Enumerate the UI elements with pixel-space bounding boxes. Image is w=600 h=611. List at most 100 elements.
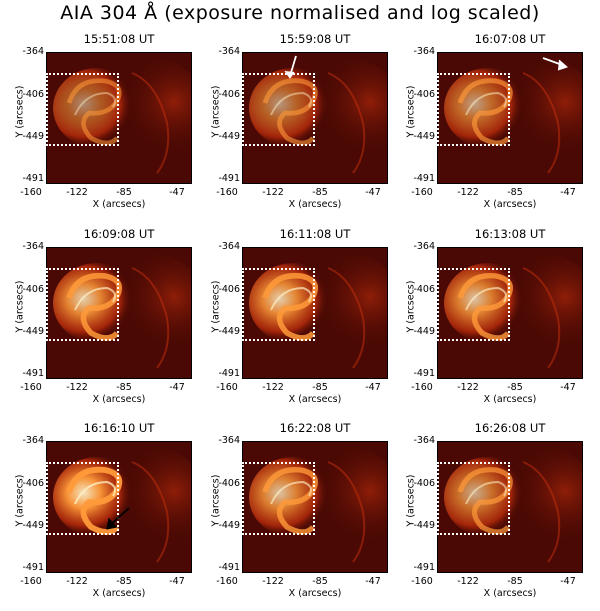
y-tick-label: -449 <box>22 520 44 531</box>
y-tick-label: -491 <box>413 368 435 379</box>
image-panel: 16:13:08 UT -364 -406 -449 -491 -160 -122 -85 -… <box>391 227 583 417</box>
x-tick-label: -47 <box>560 187 576 198</box>
y-tick-label: -491 <box>218 562 240 573</box>
y-tick-label: -364 <box>413 435 435 446</box>
y-tick-label: -364 <box>22 46 44 57</box>
x-tick-label: -85 <box>116 382 132 393</box>
panel-timestamp: 16:11:08 UT <box>279 227 351 241</box>
y-tick-label: -491 <box>22 368 44 379</box>
x-axis-label: X (arcsecs) <box>483 588 537 599</box>
x-tick-label: -47 <box>169 382 185 393</box>
y-tick-label: -406 <box>413 284 435 295</box>
region-box <box>437 73 510 146</box>
y-axis-label: Y (arcsecs) <box>405 85 417 138</box>
x-tick-label: -47 <box>169 187 185 198</box>
x-tick-label: -47 <box>560 382 576 393</box>
x-tick-label: -47 <box>560 576 576 587</box>
y-axis-label: Y (arcsecs) <box>14 280 26 333</box>
solar-image <box>242 441 388 573</box>
x-tick-label: -85 <box>312 382 328 393</box>
y-tick-label: -364 <box>22 435 44 446</box>
y-tick-label: -406 <box>218 89 240 100</box>
x-tick-label: -122 <box>66 187 88 198</box>
y-axis-label: Y (arcsecs) <box>210 474 222 527</box>
x-tick-label: -122 <box>457 187 479 198</box>
image-panel: 15:51:08 UT -364 -406 -449 -491 -160 -122 -85 -… <box>0 32 192 222</box>
x-tick-label: -47 <box>365 382 381 393</box>
y-tick-label: -364 <box>413 46 435 57</box>
x-tick-label: -122 <box>457 576 479 587</box>
x-tick-label: -47 <box>365 576 381 587</box>
x-tick-label: -160 <box>411 382 433 393</box>
x-tick-label: -47 <box>169 576 185 587</box>
x-axis-label: X (arcsecs) <box>288 394 342 405</box>
annotation-arrow-icon <box>284 55 297 79</box>
x-axis-label: X (arcsecs) <box>288 588 342 599</box>
image-panel: 16:09:08 UT -364 -406 -449 -491 -160 -122 -85 -… <box>0 227 192 417</box>
y-tick-label: -406 <box>218 284 240 295</box>
y-tick-label: -449 <box>413 520 435 531</box>
image-panel: 16:22:08 UT -364 -406 -449 -491 -160 -122 -85 -… <box>196 421 388 611</box>
x-tick-label: -122 <box>262 576 284 587</box>
y-tick-label: -449 <box>413 131 435 142</box>
x-tick-label: -47 <box>365 187 381 198</box>
panel-timestamp: 15:59:08 UT <box>279 32 351 46</box>
x-axis-label: X (arcsecs) <box>288 199 342 210</box>
x-tick-label: -160 <box>411 576 433 587</box>
x-tick-label: -122 <box>262 187 284 198</box>
y-tick-label: -449 <box>218 131 240 142</box>
y-tick-label: -449 <box>218 326 240 337</box>
x-axis-label: X (arcsecs) <box>483 394 537 405</box>
y-tick-label: -406 <box>22 284 44 295</box>
annotation-arrow-icon <box>542 57 568 71</box>
panel-timestamp: 16:07:08 UT <box>474 32 546 46</box>
y-tick-label: -449 <box>413 326 435 337</box>
panel-timestamp: 16:16:10 UT <box>83 421 155 435</box>
x-tick-label: -122 <box>262 382 284 393</box>
x-tick-label: -85 <box>116 187 132 198</box>
x-tick-label: -122 <box>457 382 479 393</box>
x-axis-label: X (arcsecs) <box>92 199 146 210</box>
region-box <box>46 268 119 341</box>
x-tick-label: -85 <box>312 576 328 587</box>
image-panel: 16:16:10 UT -364 -406 -449 -491 -160 -122 -85 -… <box>0 421 192 611</box>
y-tick-label: -491 <box>218 368 240 379</box>
x-tick-label: -160 <box>20 187 42 198</box>
x-tick-label: -160 <box>216 187 238 198</box>
image-panel: 16:07:08 UT -364 -406 -449 -491 -160 -122 -85 -… <box>391 32 583 222</box>
y-tick-label: -364 <box>218 46 240 57</box>
region-box <box>242 268 315 341</box>
x-axis-label: X (arcsecs) <box>92 588 146 599</box>
x-tick-label: -85 <box>116 576 132 587</box>
x-axis-label: X (arcsecs) <box>92 394 146 405</box>
panel-timestamp: 16:09:08 UT <box>83 227 155 241</box>
y-tick-label: -491 <box>22 562 44 573</box>
y-tick-label: -364 <box>218 435 240 446</box>
y-tick-label: -406 <box>22 478 44 489</box>
y-tick-label: -491 <box>413 562 435 573</box>
region-box <box>242 73 315 146</box>
solar-image <box>437 52 583 184</box>
solar-image <box>242 247 388 379</box>
region-box <box>242 462 315 535</box>
panel-timestamp: 16:13:08 UT <box>474 227 546 241</box>
y-tick-label: -364 <box>218 241 240 252</box>
panel-timestamp: 16:26:08 UT <box>474 421 546 435</box>
annotation-arrow-icon <box>106 507 130 530</box>
panel-timestamp: 15:51:08 UT <box>83 32 155 46</box>
region-box <box>46 462 119 535</box>
image-panel: 16:11:08 UT -364 -406 -449 -491 -160 -122 -85 -… <box>196 227 388 417</box>
solar-image <box>46 441 192 573</box>
x-tick-label: -160 <box>411 187 433 198</box>
y-axis-label: Y (arcsecs) <box>210 280 222 333</box>
x-tick-label: -122 <box>66 576 88 587</box>
solar-image <box>46 247 192 379</box>
region-box <box>437 268 510 341</box>
region-box <box>46 73 119 146</box>
x-tick-label: -160 <box>216 576 238 587</box>
y-tick-label: -491 <box>218 173 240 184</box>
figure-title: AIA 304 Å (exposure normalised and log s… <box>60 2 540 24</box>
y-axis-label: Y (arcsecs) <box>14 474 26 527</box>
y-tick-label: -449 <box>22 326 44 337</box>
x-tick-label: -160 <box>216 382 238 393</box>
